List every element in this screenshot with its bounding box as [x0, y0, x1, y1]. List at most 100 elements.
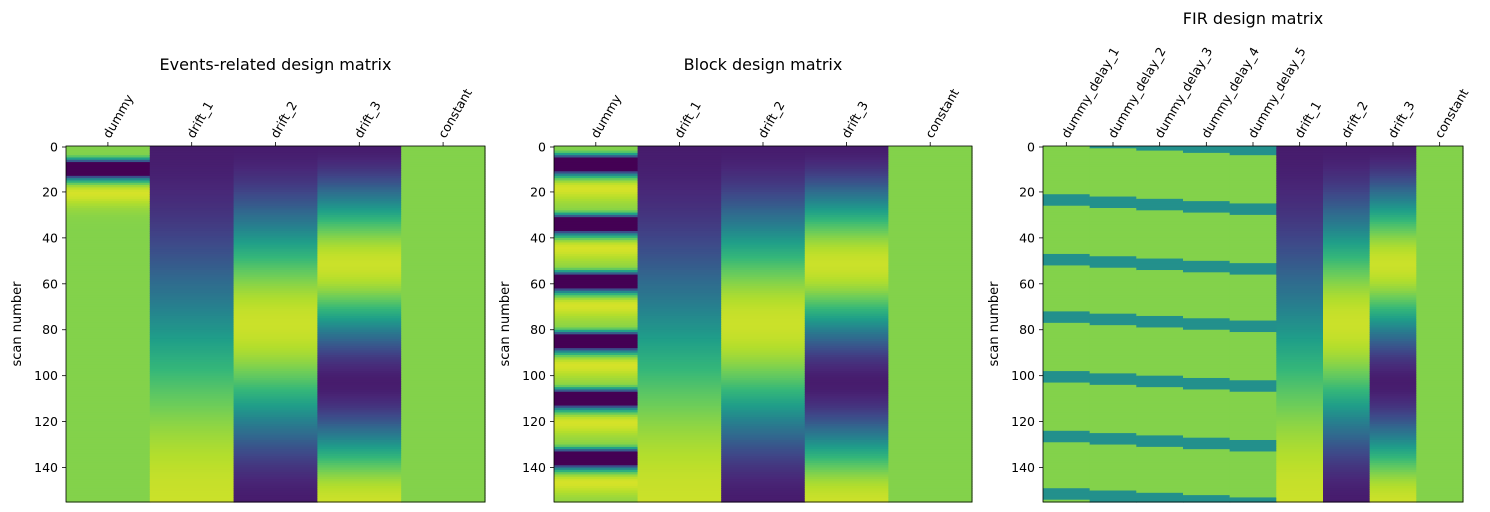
heatmap-cell: [1043, 352, 1091, 356]
heatmap-cell: [721, 162, 806, 165]
heatmap-cell: [1136, 146, 1184, 149]
heatmap-cell: [804, 168, 889, 172]
heatmap-cell: [66, 481, 151, 485]
heatmap-cell: [1229, 217, 1277, 221]
heatmap-cell: [1369, 173, 1417, 177]
heatmap-cell: [888, 191, 973, 195]
heatmap-cell: [1136, 281, 1184, 285]
heatmap-cell: [317, 196, 402, 200]
heatmap-cell: [1276, 400, 1324, 404]
heatmap-cell: [1183, 226, 1231, 230]
heatmap-cell: [317, 423, 402, 427]
heatmap-cell: [317, 343, 402, 347]
heatmap-cell: [1416, 295, 1464, 299]
heatmap-cell: [1323, 458, 1371, 462]
heatmap-cell: [1369, 221, 1417, 225]
heatmap-cell: [1323, 212, 1371, 216]
heatmap-cell: [1089, 279, 1137, 283]
heatmap-cell: [66, 389, 151, 393]
heatmap-cell: [401, 341, 486, 345]
heatmap-cell: [1416, 492, 1464, 496]
heatmap-cell: [804, 171, 889, 175]
heatmap-cell: [401, 178, 486, 182]
heatmap-cell: [1416, 449, 1464, 453]
heatmap-cell: [1416, 490, 1464, 494]
heatmap-cell: [1276, 435, 1324, 439]
chart-title: Events-related design matrix: [160, 55, 392, 74]
heatmap-cell: [804, 412, 889, 416]
heatmap-cell: [1183, 451, 1231, 455]
heatmap-cell: [1323, 329, 1371, 333]
heatmap-cell: [1323, 465, 1371, 469]
column-drift_3: [804, 146, 889, 503]
heatmap-cell: [66, 417, 151, 420]
heatmap-cell: [66, 407, 151, 411]
heatmap-cell: [721, 203, 806, 207]
heatmap-cell: [1229, 304, 1277, 308]
heatmap-cell: [1323, 343, 1371, 347]
heatmap-cell: [1323, 433, 1371, 436]
heatmap-cell: [888, 217, 973, 221]
heatmap-cell: [1416, 265, 1464, 269]
heatmap-cell: [1369, 414, 1417, 418]
heatmap-cell: [1229, 178, 1277, 182]
heatmap-cell: [1416, 495, 1464, 499]
heatmap-cell: [637, 488, 722, 492]
heatmap-cell: [1136, 166, 1184, 170]
heatmap-cell: [1229, 164, 1277, 168]
x-tick-label: drift_1: [183, 98, 216, 140]
heatmap-cell: [888, 361, 973, 365]
heatmap-cell: [1089, 357, 1137, 361]
heatmap-cell: [1136, 224, 1184, 227]
heatmap-cell: [66, 226, 151, 230]
heatmap-cell: [1323, 384, 1371, 388]
heatmap-cell: [66, 332, 151, 335]
heatmap-cell: [554, 283, 639, 287]
heatmap-cell: [1369, 290, 1417, 294]
heatmap-cell: [721, 361, 806, 365]
heatmap-cell: [1276, 474, 1324, 478]
heatmap-cell: [317, 148, 402, 152]
heatmap-cell: [1043, 286, 1091, 289]
heatmap-cell: [1369, 419, 1417, 423]
heatmap-cell: [1089, 423, 1137, 427]
heatmap-cell: [149, 364, 235, 368]
heatmap-cell: [1043, 166, 1091, 170]
heatmap-cell: [1136, 212, 1184, 216]
heatmap-cell: [554, 260, 639, 264]
heatmap-cell: [1183, 297, 1231, 301]
heatmap-cell: [888, 426, 973, 430]
heatmap-cell: [637, 313, 722, 317]
x-tick-label: drift_3: [351, 98, 384, 140]
heatmap-cell: [66, 419, 151, 423]
heatmap-cell: [1136, 345, 1184, 349]
heatmap-cell: [721, 258, 806, 262]
heatmap-cells: [1043, 146, 1464, 503]
heatmap-cell: [804, 387, 889, 391]
heatmap-cell: [1043, 479, 1091, 482]
heatmap-cell: [888, 435, 973, 439]
heatmap-cell: [149, 178, 235, 182]
heatmap-cell: [637, 407, 722, 411]
heatmap-cell: [721, 191, 806, 195]
heatmap-cell: [1043, 168, 1091, 172]
heatmap-cell: [233, 359, 318, 363]
heatmap-cell: [66, 228, 151, 232]
heatmap-cell: [66, 334, 151, 338]
heatmap-cell: [317, 391, 402, 395]
heatmap-cell: [637, 467, 722, 471]
heatmap-cell: [721, 240, 806, 244]
heatmap-cell: [1369, 198, 1417, 202]
heatmap-cell: [554, 171, 639, 175]
heatmap-cell: [554, 249, 639, 253]
y-tick-label: 60: [1019, 276, 1035, 291]
heatmap-cell: [66, 292, 151, 296]
heatmap-cell: [233, 283, 318, 287]
heatmap-cell: [1089, 247, 1137, 250]
heatmap-cell: [233, 439, 318, 443]
heatmap-cell: [888, 178, 973, 182]
heatmap-cell: [554, 281, 639, 285]
heatmap-cell: [804, 483, 889, 487]
heatmap-cell: [1043, 338, 1091, 342]
heatmap-cell: [233, 299, 318, 303]
